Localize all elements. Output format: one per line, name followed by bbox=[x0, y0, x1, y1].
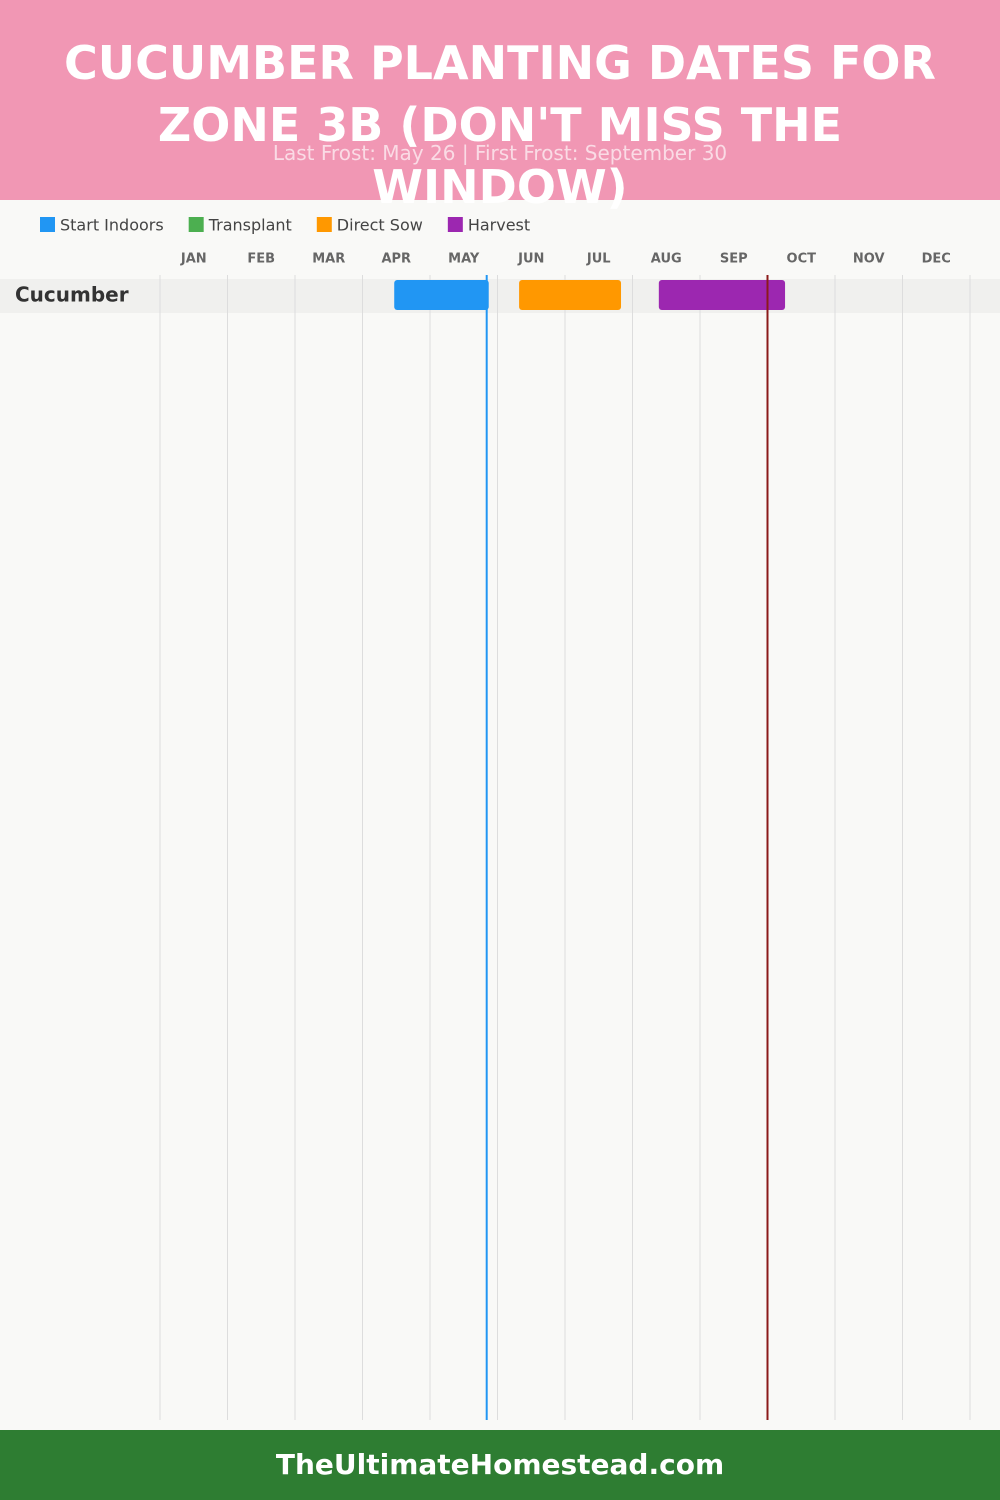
x-tick-label: NOV bbox=[853, 252, 885, 267]
legend-label: Start Indoors bbox=[60, 216, 164, 235]
x-tick-label: FEB bbox=[247, 252, 275, 267]
legend-swatch bbox=[316, 217, 332, 232]
x-tick-label: OCT bbox=[787, 252, 817, 267]
legend-label: Transplant bbox=[208, 216, 292, 235]
subtitle: Last Frost: May 26 | First Frost: Septem… bbox=[272, 141, 728, 165]
x-tick-label: SEP bbox=[720, 252, 748, 267]
legend-label: Harvest bbox=[468, 216, 530, 235]
title: CUCUMBER PLANTING DATES FOR ZONE 3B (DON… bbox=[64, 36, 936, 214]
legend-label: Direct Sow bbox=[337, 216, 423, 235]
bar bbox=[658, 280, 786, 310]
x-tick-label: AUG bbox=[651, 252, 682, 267]
footer: TheUltimateHomestead.com bbox=[0, 1430, 1000, 1500]
bar bbox=[519, 280, 622, 310]
bar bbox=[394, 280, 489, 310]
x-tick-label: APR bbox=[381, 252, 411, 267]
x-tick-label: JUN bbox=[517, 252, 544, 267]
row-label: Cucumber bbox=[15, 283, 129, 307]
x-tick-label: DEC bbox=[922, 252, 951, 267]
x-tick-label: JUL bbox=[586, 252, 611, 267]
x-tick-label: MAY bbox=[448, 252, 480, 267]
legend-swatch bbox=[447, 217, 463, 232]
x-tick-label: JAN bbox=[180, 252, 207, 267]
legend-swatch bbox=[188, 217, 204, 232]
legend-swatch bbox=[40, 217, 55, 232]
row-band bbox=[0, 279, 1000, 313]
x-tick-label: MAR bbox=[312, 252, 345, 267]
chart: Start Indoors Transplant Direct Sow Harvest… bbox=[0, 215, 1000, 1420]
header bbox=[0, 0, 1000, 200]
